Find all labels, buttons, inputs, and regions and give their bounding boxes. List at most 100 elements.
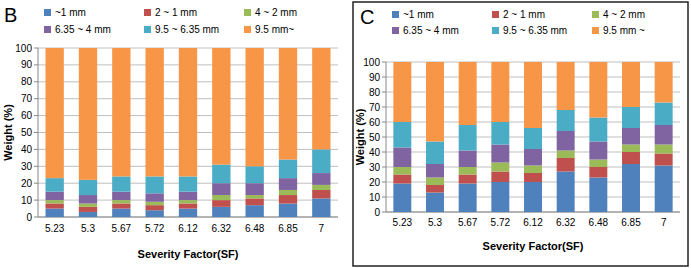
tick-mark	[34, 200, 38, 201]
bar-segment	[179, 176, 197, 191]
x-tick-label: 6.48	[589, 217, 609, 228]
bar-segment	[146, 48, 164, 176]
bar-segment	[112, 48, 130, 176]
tick-mark	[382, 197, 386, 198]
x-tick-label: 5.67	[112, 223, 132, 234]
bar-segment	[212, 200, 230, 207]
bar-segment	[279, 203, 297, 217]
bar-segment	[179, 209, 197, 217]
legend-swatch	[492, 27, 499, 34]
bar-segment	[112, 203, 130, 208]
bar-segment	[589, 167, 607, 178]
bar-segment	[246, 183, 264, 195]
bar-segment	[146, 205, 164, 210]
bar-segment	[524, 62, 542, 128]
tick-mark	[382, 62, 386, 63]
bar-segment	[655, 145, 673, 154]
legend-swatch	[244, 9, 251, 16]
bar-segment	[146, 202, 164, 205]
bar-segment	[312, 173, 330, 185]
bar-segment	[524, 166, 542, 174]
x-tick-label: 6.85	[621, 217, 641, 228]
bar-segment	[655, 103, 673, 126]
y-tick-label: 20	[21, 178, 33, 189]
x-tick-label: 5.72	[491, 217, 511, 228]
legend-swatch	[592, 27, 599, 34]
bar-segment	[246, 166, 264, 183]
legend-label: 6.35 ~ 4 mm	[55, 24, 111, 35]
y-tick-label: 80	[21, 76, 33, 87]
y-tick-label: 10	[369, 192, 381, 203]
legend-swatch	[144, 9, 151, 16]
bar-segment	[179, 200, 197, 203]
legend-swatch	[492, 11, 499, 18]
bar-segment	[557, 110, 575, 131]
bar-segment	[46, 48, 64, 178]
x-axis-label: Severity Factor(SF)	[483, 240, 584, 252]
legend-swatch	[592, 11, 599, 18]
x-tick-label: 5.3	[428, 217, 442, 228]
bar-segment	[589, 118, 607, 142]
tick-mark	[34, 217, 38, 218]
tick-mark	[382, 77, 386, 78]
legend-label: ~1 mm	[55, 7, 86, 18]
bar-segment	[179, 48, 197, 176]
panel: C01020304050607080901005.235.35.675.726.…	[353, 2, 688, 266]
bar-segment	[79, 207, 97, 212]
y-tick-label: 40	[21, 144, 33, 155]
bar-segment	[312, 190, 330, 198]
bar-segment	[589, 160, 607, 168]
bar-segment	[246, 198, 264, 205]
bars	[46, 48, 331, 217]
panel-title: B	[4, 4, 17, 26]
legend-label: 2 ~ 1 mm	[503, 9, 545, 20]
bar-segment	[557, 131, 575, 151]
y-axis-label: Weight (%)	[354, 108, 366, 165]
bar-segment	[655, 125, 673, 145]
bar-segment	[426, 185, 444, 193]
bar-segment	[46, 192, 64, 200]
y-tick-label: 100	[363, 57, 380, 68]
bar-segment	[393, 62, 411, 122]
bar-segment	[491, 145, 509, 163]
bar-segment	[212, 195, 230, 200]
x-tick-label: 5.72	[145, 223, 165, 234]
panel: B01020304050607080901005.235.35.675.726.…	[2, 4, 338, 260]
x-tick-label: 5.67	[458, 217, 478, 228]
tick-mark	[34, 64, 38, 65]
y-tick-label: 60	[21, 110, 33, 121]
y-tick-label: 80	[369, 87, 381, 98]
bar-segment	[179, 203, 197, 208]
tick-mark	[34, 149, 38, 150]
legend-label: 4 ~ 2 mm	[603, 9, 645, 20]
bar-segment	[491, 122, 509, 145]
bar-segment	[655, 166, 673, 213]
y-tick-label: 60	[369, 117, 381, 128]
bar-segment	[246, 195, 264, 198]
bar-segment	[557, 151, 575, 159]
x-tick-label: 7	[319, 223, 325, 234]
bar-segment	[459, 151, 477, 168]
legend-swatch	[244, 26, 251, 33]
bar-segment	[459, 62, 477, 125]
bar-segment	[212, 48, 230, 165]
legend-label: 9.5 mm~	[255, 24, 294, 35]
legend-swatch	[392, 27, 399, 34]
y-tick-label: 90	[21, 59, 33, 70]
bar-segment	[491, 62, 509, 122]
legend-label: 6.35 ~ 4 mm	[403, 25, 459, 36]
tick-mark	[382, 182, 386, 183]
bar-segment	[79, 48, 97, 180]
bar-segment	[622, 145, 640, 153]
bar-segment	[655, 154, 673, 166]
legend-swatch	[44, 26, 51, 33]
bar-segment	[312, 48, 330, 149]
bar-segment	[622, 152, 640, 164]
bar-segment	[589, 178, 607, 213]
legend-swatch	[44, 9, 51, 16]
bar-segment	[112, 200, 130, 203]
bar-segment	[393, 122, 411, 148]
y-tick-label: 30	[369, 162, 381, 173]
bar-segment	[112, 176, 130, 191]
bar-segment	[557, 158, 575, 172]
